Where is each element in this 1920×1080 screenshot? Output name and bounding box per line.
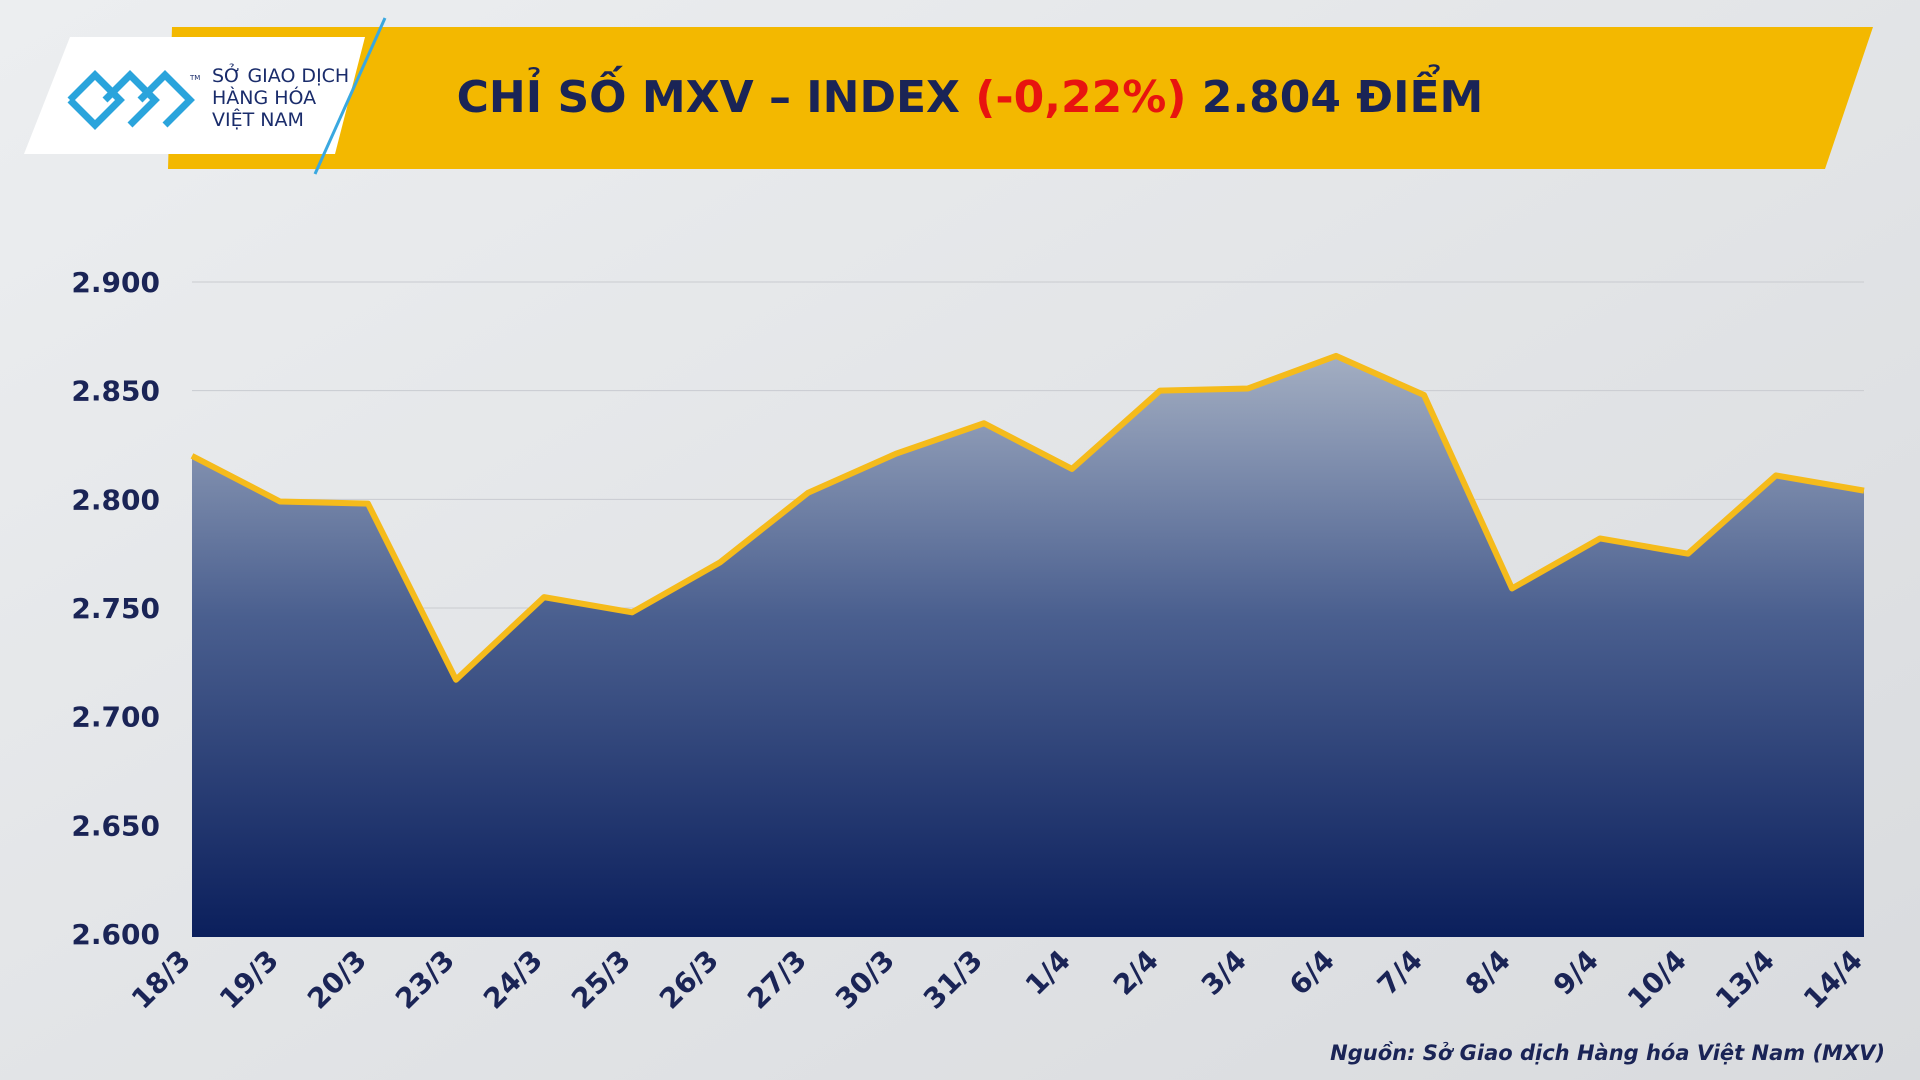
y-tick-label: 2.600 bbox=[71, 918, 160, 951]
logo-text: HÀNG HÓA bbox=[212, 85, 316, 109]
y-tick-label: 2.750 bbox=[71, 592, 160, 625]
y-tick-label: 2.900 bbox=[71, 266, 160, 299]
y-tick-label: 2.650 bbox=[71, 809, 160, 842]
source-note: Nguồn: Sở Giao dịch Hàng hóa Việt Nam (M… bbox=[1330, 1041, 1885, 1065]
logo-text: SỞ GIAO DỊCH bbox=[212, 62, 349, 87]
logo-panel bbox=[24, 37, 365, 154]
logo-mark: TM bbox=[189, 74, 200, 82]
y-tick-label: 2.850 bbox=[71, 375, 160, 408]
y-tick-label: 2.700 bbox=[71, 701, 160, 734]
logo-text: VIỆT NAM bbox=[212, 108, 304, 131]
line bbox=[190, 352, 1865, 683]
y-tick-label: 2.800 bbox=[71, 483, 160, 516]
title-tail: 2.804 ĐIỂM bbox=[1202, 63, 1484, 123]
title-banner bbox=[168, 27, 1873, 169]
chart-title: CHỈ SỐ MXV – INDEX (-0,22%) 2.804 ĐIỂM bbox=[457, 63, 1484, 123]
title-change: (-0,22%) bbox=[975, 72, 1186, 123]
logo-stripe bbox=[313, 17, 387, 175]
title-lead: CHỈ SỐ MXV – INDEX bbox=[457, 65, 960, 123]
area bbox=[192, 355, 1864, 938]
logo-icon bbox=[67, 70, 195, 130]
